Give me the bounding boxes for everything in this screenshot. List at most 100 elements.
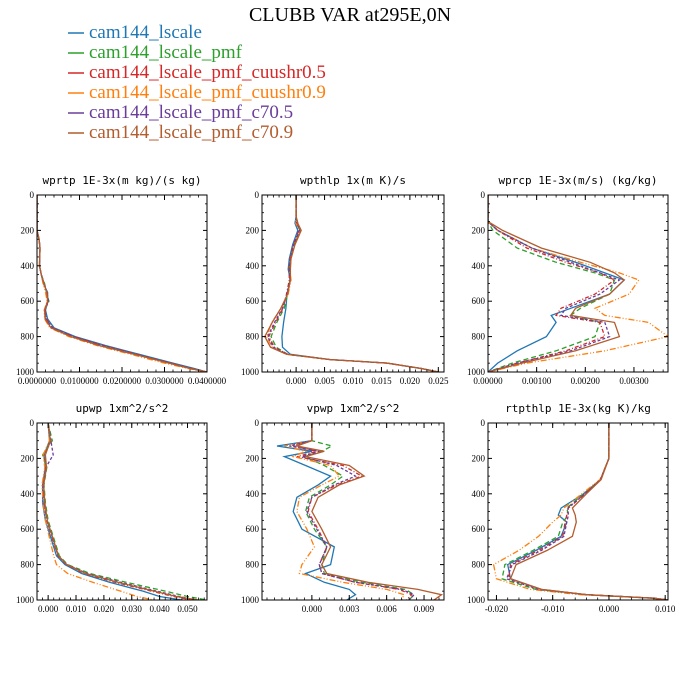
panel: upwp 1xm^2/s^2 0 200 400 600 800 10000.000 0.01…: [16, 402, 208, 614]
y-tick-label: 600: [246, 524, 260, 534]
y-tick-label: 400: [21, 261, 35, 271]
y-tick-label: 400: [246, 489, 260, 499]
panel: wprtp 1E-3x(m kg)/(s kg) 0 200 400 600 800 100…: [16, 174, 227, 386]
series-line: [509, 423, 668, 600]
y-tick-label: 0: [30, 418, 35, 428]
panel: wpthlp 1x(m K)/s 0 200 400 600 800 1000 0.000 0.…: [241, 174, 449, 386]
x-tick-label: 0.00200: [571, 376, 601, 386]
y-tick-label: 1000: [241, 367, 260, 377]
y-tick-label: 200: [246, 453, 260, 463]
x-tick-label: 0.000: [38, 604, 59, 614]
series-line: [302, 423, 416, 600]
series-line: [42, 423, 197, 600]
x-tick-label: 0.010: [66, 604, 87, 614]
y-tick-label: 800: [21, 560, 35, 570]
panel-title: vpwp 1xm^2/s^2: [307, 402, 400, 415]
x-tick-label: 0.050: [177, 604, 198, 614]
x-tick-label: 0.015: [371, 376, 392, 386]
series-line: [492, 423, 668, 600]
panel-title: wprtp 1E-3x(m kg)/(s kg): [43, 174, 202, 187]
y-tick-label: 400: [21, 489, 35, 499]
x-tick-label: 0.0300000: [145, 376, 184, 386]
x-tick-label: 0.006: [377, 604, 398, 614]
y-tick-label: 800: [472, 560, 486, 570]
y-tick-label: 600: [21, 524, 35, 534]
x-tick-label: 0.0400000: [188, 376, 227, 386]
y-tick-label: 800: [21, 332, 35, 342]
legend-label: cam144_lscale_pmf: [89, 42, 243, 63]
y-tick-label: 1000: [16, 595, 35, 605]
y-tick-label: 800: [472, 332, 486, 342]
series-line: [294, 423, 444, 600]
y-tick-label: 400: [472, 489, 486, 499]
x-tick-label: -0.020: [485, 604, 509, 614]
series-line: [488, 195, 616, 372]
y-tick-label: 400: [246, 261, 260, 271]
y-tick-label: 1000: [467, 367, 486, 377]
x-tick-label: 0.0100000: [60, 376, 99, 386]
x-tick-label: 0.000: [286, 376, 307, 386]
y-tick-label: 200: [21, 453, 35, 463]
y-tick-label: 200: [21, 225, 35, 235]
series-line: [43, 423, 199, 600]
x-tick-label: 0.0000000: [18, 376, 57, 386]
y-tick-label: 0: [255, 190, 260, 200]
x-tick-label: 0.025: [428, 376, 449, 386]
y-tick-label: 0: [481, 418, 486, 428]
y-tick-label: 600: [21, 296, 35, 306]
panel: vpwp 1xm^2/s^2 0 200 400 600 800 1000 0.000 0.00…: [241, 402, 445, 614]
y-tick-label: 600: [246, 296, 260, 306]
panel: wprcp 1E-3x(m/s) (kg/kg) 0 200 400 600 800 100…: [467, 174, 669, 386]
panel-title: rtpthlp 1E-3x(kg K)/kg: [505, 402, 651, 415]
y-tick-label: 800: [246, 332, 260, 342]
y-tick-label: 1000: [16, 367, 35, 377]
y-tick-label: 200: [472, 225, 486, 235]
y-tick-label: 800: [246, 560, 260, 570]
series-line: [289, 423, 416, 600]
panel: rtpthlp 1E-3x(kg K)/kg02004006008001000-…: [467, 402, 676, 614]
y-tick-label: 200: [246, 225, 260, 235]
series-line: [488, 195, 621, 372]
series-line: [37, 195, 207, 372]
x-tick-label: 0.000: [302, 604, 323, 614]
x-tick-label: 0.0200000: [103, 376, 142, 386]
series-line: [284, 423, 406, 600]
legend-label: cam144_lscale_pmf_cuushr0.9: [89, 82, 326, 103]
legend-label: cam144_lscale_pmf_c70.9: [89, 122, 293, 143]
y-tick-label: 0: [255, 418, 260, 428]
x-tick-label: -0.010: [541, 604, 565, 614]
panel-title: wpthlp 1x(m K)/s: [300, 174, 406, 187]
x-tick-label: 0.030: [122, 604, 143, 614]
x-tick-label: 0.000: [599, 604, 620, 614]
y-tick-label: 400: [472, 261, 486, 271]
series-line: [488, 195, 668, 372]
x-tick-label: 0.003: [339, 604, 360, 614]
y-tick-label: 0: [30, 190, 35, 200]
x-tick-label: 0.005: [314, 376, 335, 386]
y-tick-label: 600: [472, 296, 486, 306]
y-tick-label: 0: [481, 190, 486, 200]
legend-label: cam144_lscale: [89, 22, 202, 43]
series-line: [276, 423, 357, 600]
x-tick-label: 0.020: [94, 604, 115, 614]
series-line: [41, 423, 155, 600]
x-tick-label: 0.00300: [619, 376, 649, 386]
legend-label: cam144_lscale_pmf_cuushr0.5: [89, 62, 326, 83]
x-tick-label: 0.020: [400, 376, 421, 386]
series-line: [41, 423, 183, 600]
series-line: [488, 195, 626, 372]
y-tick-label: 1000: [467, 595, 486, 605]
x-tick-label: 0.010: [343, 376, 364, 386]
panel-title: wprcp 1E-3x(m/s) (kg/kg): [499, 174, 658, 187]
y-tick-label: 200: [472, 453, 486, 463]
figure-title: CLUBB VAR at295E,0N: [249, 4, 451, 26]
legend-label: cam144_lscale_pmf_c70.5: [89, 102, 293, 123]
series-line: [264, 195, 439, 372]
x-tick-label: 0.010: [655, 604, 676, 614]
x-tick-label: 0.00000: [473, 376, 503, 386]
panels: wprtp 1E-3x(m kg)/(s kg) 0 200 400 600 800 100…: [16, 174, 676, 614]
x-tick-label: 0.040: [149, 604, 170, 614]
series-line: [41, 423, 207, 600]
x-tick-label: 0.00100: [522, 376, 552, 386]
